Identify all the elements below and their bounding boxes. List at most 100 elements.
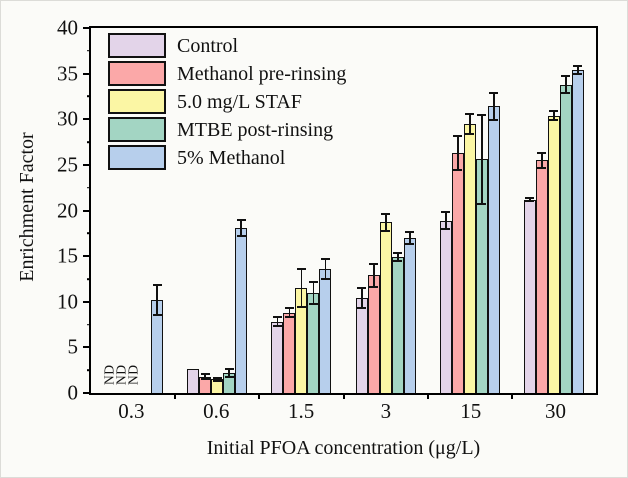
- error-bar-cap-bottom: [573, 73, 583, 76]
- error-bar-line: [312, 280, 315, 305]
- bar-slot: [391, 28, 404, 393]
- bar-slot: [463, 28, 476, 393]
- error-bar-cap-top: [284, 307, 294, 310]
- y-tick-label: 25: [57, 152, 78, 177]
- y-major-tick: [83, 27, 91, 29]
- bar: [235, 227, 248, 393]
- error-bar-line: [396, 252, 399, 262]
- bar: [403, 237, 416, 393]
- bar-slot: [223, 28, 236, 393]
- legend-label: 5.0 mg/L STAF: [177, 90, 302, 113]
- bar-group: [175, 28, 259, 393]
- y-tick-label: 5: [67, 334, 79, 359]
- x-category-labels: 0.3 0.6 1.5 3 15 30: [89, 401, 598, 422]
- bar: [463, 123, 476, 393]
- bar: [271, 321, 284, 393]
- legend-label: Methanol pre-rinsing: [177, 62, 347, 85]
- bar-slot: [535, 28, 548, 393]
- error-bar-cap-top: [369, 262, 379, 265]
- x-category-label: 15: [460, 399, 482, 423]
- bar-slot: [235, 28, 248, 393]
- bar-slot: [271, 28, 284, 393]
- error-bar-line: [228, 368, 231, 378]
- bar-group: [344, 28, 428, 393]
- plot-area: 0 5 10 15 20 25 30 35 40 ND ND ND Control Methanol …: [57, 17, 598, 403]
- bar-slot: [403, 28, 416, 393]
- y-tick-label: 10: [57, 289, 78, 314]
- x-axis-title: Initial PFOA concentration (μg/L): [206, 437, 481, 459]
- bar-group: ND ND ND: [91, 28, 175, 393]
- error-bar-cap-top: [537, 152, 547, 155]
- error-bar-cap-bottom: [477, 203, 487, 206]
- error-bar-line: [553, 110, 555, 122]
- error-bar-cap-bottom: [381, 229, 391, 232]
- x-category-label: 30: [545, 399, 567, 423]
- bar-slot: [295, 28, 308, 393]
- legend-label: MTBE post-rinsing: [177, 118, 334, 141]
- bar-slot: [559, 28, 572, 393]
- error-bar-cap-bottom: [369, 286, 379, 289]
- error-bar-cap-top: [525, 196, 535, 199]
- bar-slot: [487, 28, 500, 393]
- error-bar-cap-bottom: [284, 316, 294, 319]
- bar: [187, 369, 200, 393]
- error-bar-line: [156, 283, 158, 317]
- y-tick-label: 15: [57, 243, 78, 268]
- bar: [367, 275, 380, 393]
- error-bar-cap-top: [200, 372, 210, 375]
- error-bar-cap-bottom: [405, 243, 415, 246]
- bar-groups: ND ND ND: [91, 28, 596, 393]
- error-bar-cap-bottom: [393, 259, 403, 262]
- error-bar-line: [456, 134, 459, 172]
- error-bar-line: [565, 75, 567, 94]
- bar: [439, 220, 452, 393]
- bar: [391, 257, 404, 393]
- x-boundary-tick: [258, 393, 261, 399]
- error-bar-cap-top: [296, 268, 306, 270]
- error-bar-cap-top: [573, 64, 583, 67]
- bar-slot: [319, 28, 332, 393]
- error-bar-cap-bottom: [200, 378, 210, 381]
- y-tick-label: 40: [57, 15, 78, 40]
- error-bar-line: [288, 307, 291, 319]
- y-minor-tick: [86, 278, 91, 280]
- error-bar-cap-bottom: [549, 119, 559, 122]
- error-bar-cap-bottom: [236, 234, 246, 237]
- error-bar-line: [324, 257, 327, 280]
- bar: [487, 106, 500, 393]
- legend-swatch: [108, 61, 166, 86]
- error-bar-line: [492, 91, 495, 122]
- x-boundary-tick: [426, 393, 429, 399]
- bar-slot: [379, 28, 392, 393]
- error-bar-cap-top: [441, 211, 451, 214]
- x-category-label: 3: [380, 399, 392, 423]
- bar: [283, 312, 296, 393]
- bar-slot: [547, 28, 560, 393]
- legend-item: 5.0 mg/L STAF: [108, 89, 346, 114]
- bar-group: [512, 28, 596, 393]
- bar-slot: [475, 28, 488, 393]
- error-bar-line: [276, 316, 279, 328]
- legend-label: 5% Methanol: [177, 146, 286, 169]
- error-bar-cap-top: [477, 113, 487, 116]
- y-major-tick: [83, 163, 91, 166]
- error-bar-cap-top: [320, 257, 330, 260]
- y-tick-label: 35: [57, 61, 78, 86]
- nd-label: ND: [125, 364, 141, 386]
- legend-item: Methanol pre-rinsing: [108, 61, 346, 86]
- error-bar-cap-top: [393, 252, 403, 255]
- y-minor-tick: [86, 369, 91, 371]
- error-bar-cap-bottom: [441, 227, 451, 230]
- error-bar-cap-bottom: [272, 325, 282, 328]
- bar-slot: [283, 28, 296, 393]
- legend-item: MTBE post-rinsing: [108, 117, 346, 142]
- error-bar-cap-bottom: [212, 380, 222, 383]
- bar-slot: [367, 28, 380, 393]
- legend-item: 5% Methanol: [108, 145, 346, 170]
- legend-swatch: [108, 33, 166, 58]
- y-major-tick: [83, 300, 91, 303]
- bar: [535, 160, 548, 393]
- error-bar-cap-top: [236, 218, 246, 221]
- bar-slot: [439, 28, 452, 393]
- error-bar-cap-top: [152, 283, 162, 286]
